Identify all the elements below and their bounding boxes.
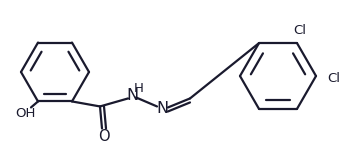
Text: H: H (134, 82, 144, 95)
Text: Cl: Cl (328, 71, 341, 85)
Text: N: N (126, 88, 138, 103)
Text: OH: OH (15, 107, 35, 120)
Text: Cl: Cl (293, 24, 306, 37)
Text: O: O (98, 129, 110, 144)
Text: N: N (156, 101, 168, 116)
